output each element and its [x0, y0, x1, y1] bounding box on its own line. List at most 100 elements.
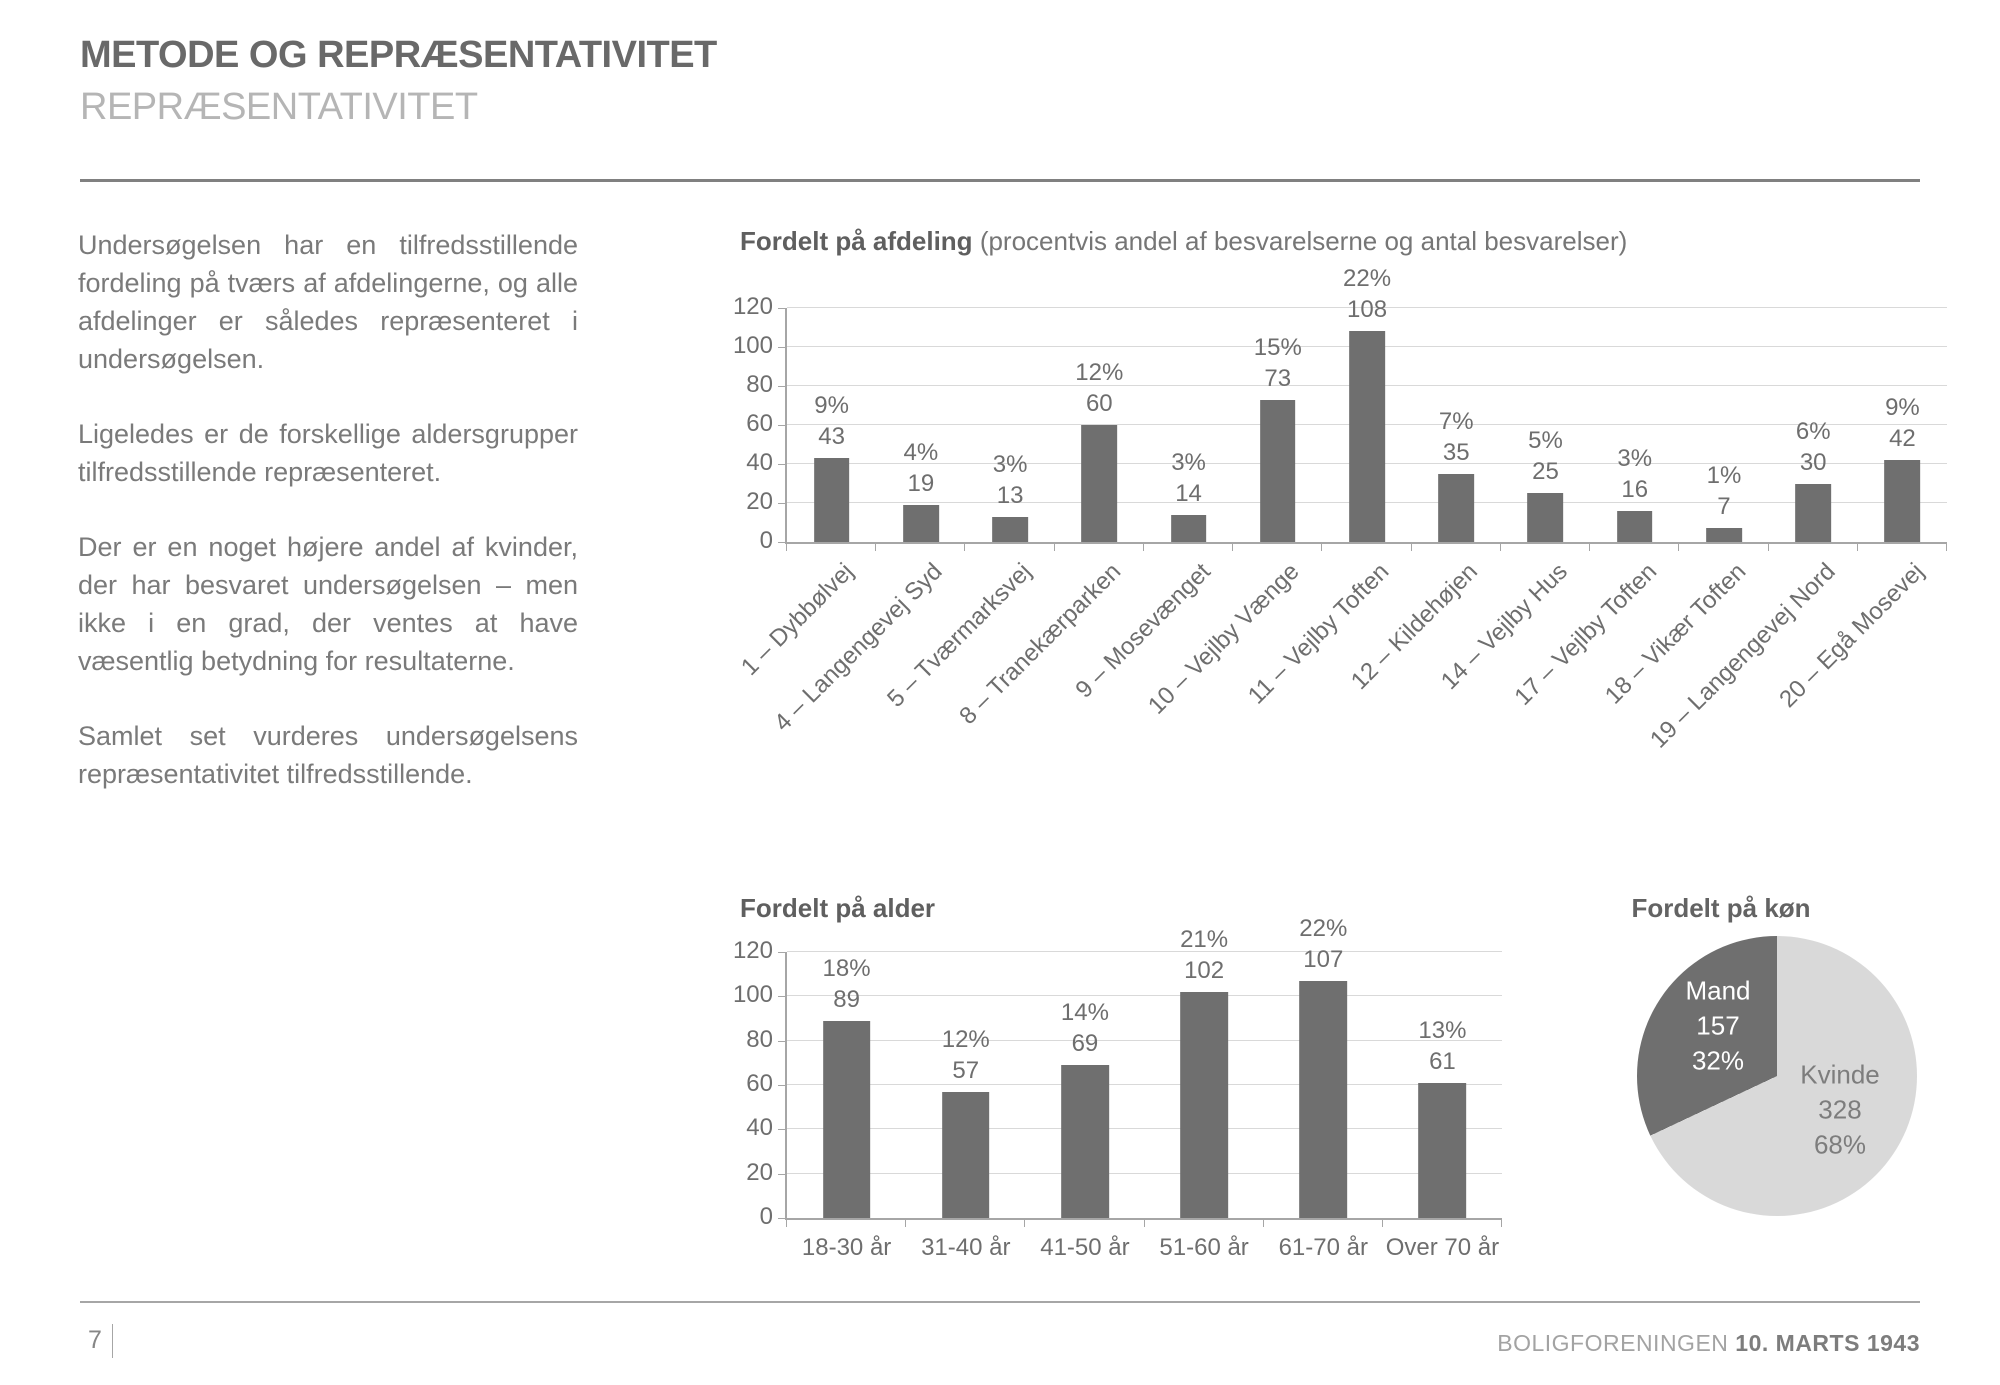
y-axis-tick: [778, 1040, 786, 1042]
bar-column: 14% 69: [1025, 952, 1144, 1218]
body-text: Undersøgelsen har en tilfredsstillende f…: [78, 226, 578, 830]
bar-column: 18% 89: [787, 952, 906, 1218]
chart-gender-title: Fordelt på køn: [1631, 893, 1811, 923]
bar-count-label: 89: [833, 985, 860, 1013]
x-axis-tick: [875, 543, 877, 551]
bar: [941, 1091, 990, 1218]
bar-percent-label: 18%: [822, 954, 871, 982]
bar-percent-label: 12%: [941, 1025, 990, 1053]
bar: [1349, 331, 1385, 542]
x-axis-label: Over 70 år: [1385, 1234, 1500, 1261]
y-axis-tick-label: 0: [759, 1203, 773, 1230]
footer-divider: [80, 1301, 1920, 1303]
bar-column: 9% 42: [1858, 308, 1947, 542]
y-axis-tick: [778, 347, 786, 348]
bar-count-label: 35: [1442, 438, 1470, 466]
bar-value-label: 13% 61: [1418, 1015, 1466, 1077]
bar-percent-label: 9%: [1885, 394, 1920, 422]
bar-count-label: 30: [1799, 448, 1827, 476]
bar-column: 7% 35: [1412, 308, 1501, 542]
y-axis-tick: [778, 503, 786, 505]
gridline: [787, 1172, 1502, 1174]
pie-mand-percent: 32%: [1691, 1045, 1745, 1076]
pie-label-mand: Mand 157 32%: [1685, 974, 1750, 1079]
bar-value-label: 15% 73: [1254, 332, 1302, 394]
y-axis-tick: [778, 464, 786, 466]
pie-mand-count: 157: [1696, 1010, 1740, 1041]
bar-column: 9% 43: [787, 308, 876, 542]
bar-columns: 18% 89 12% 57 14% 69 21% 102 22% 107 13% 61: [787, 915, 1502, 1218]
bar-value-label: 22% 107: [1299, 913, 1347, 975]
page-number: 7: [88, 1326, 102, 1354]
bar: [813, 458, 850, 542]
bar-count-label: 108: [1346, 296, 1388, 324]
y-axis-tick: [778, 425, 786, 426]
bar: [992, 516, 1028, 542]
x-axis-tick: [1767, 543, 1769, 551]
bar-percent-label: 22%: [1299, 914, 1348, 942]
page-title: METODE OG REPRÆSENTATIVITET: [80, 34, 717, 76]
y-axis-tick: [778, 1218, 786, 1219]
gridline: [787, 995, 1502, 997]
bar-count-label: 107: [1303, 945, 1344, 973]
x-axis-label: 51-60 år: [1159, 1234, 1249, 1261]
x-axis-tick: [1410, 543, 1412, 551]
bar-count-label: 69: [1071, 1030, 1099, 1058]
bar-percent-label: 22%: [1342, 265, 1392, 293]
bar: [1180, 991, 1228, 1218]
bar-value-label: 14% 69: [1061, 997, 1109, 1059]
bar-count-label: 57: [952, 1056, 980, 1084]
bar-column: 22% 107: [1264, 915, 1383, 1218]
bar-column: 4% 19: [876, 308, 965, 542]
x-axis-tick: [1381, 1219, 1383, 1227]
pie-label-kvinde: Kvinde 328 68%: [1800, 1058, 1880, 1163]
bar-value-label: 21% 102: [1180, 924, 1228, 986]
bar-columns: 9% 43 4% 19 3% 13 12% 60 3% 14 15% 73 22% 108 7% 35 5% 25…: [787, 265, 1947, 542]
y-axis-tick-label: 40: [746, 449, 773, 477]
x-axis-labels: 1 – Dybbølvej 4 – Langengevej Syd 5 – Tvær…: [736, 552, 1947, 754]
x-axis-tick: [1262, 1219, 1264, 1227]
y-axis-tick: [778, 308, 786, 309]
gridline: [787, 1128, 1502, 1130]
y-axis-tick-label: 60: [746, 410, 773, 437]
chart-age-bar: Fordelt på alder 0 20 40 60 80 100 120 18% 89 12%…: [733, 893, 1510, 1293]
bar-column: 6% 30: [1769, 308, 1858, 542]
bar: [1170, 514, 1207, 542]
bar: [1418, 1082, 1467, 1218]
bar: [1884, 460, 1921, 542]
x-axis-tick: [1856, 543, 1858, 551]
y-axis-tick-label: 80: [746, 1025, 773, 1053]
bar-percent-label: 3%: [992, 450, 1028, 478]
body-paragraph: Undersøgelsen har en tilfredsstillende f…: [78, 230, 578, 374]
y-axis-tick-label: 20: [746, 488, 773, 516]
y-axis-tick: [778, 542, 786, 543]
y-axis-tick: [778, 996, 786, 998]
bar-count-label: 60: [1085, 390, 1113, 417]
bar-value-label: 12% 57: [942, 1024, 990, 1086]
gridline: [787, 1084, 1502, 1085]
gridline: [787, 1039, 1502, 1041]
bar: [1299, 980, 1348, 1218]
bar-count-label: 61: [1429, 1047, 1456, 1075]
bar: [1527, 493, 1564, 542]
bar-value-label: 22% 108: [1343, 263, 1391, 325]
chart-department-plot: 0 20 40 60 80 100 120 9% 43 4% 19 3% 13 12% 60 3% 14 15% 7…: [733, 265, 1947, 754]
x-axis-tick: [905, 1219, 907, 1227]
y-axis-tick: [778, 1085, 786, 1086]
chart-department-title: Fordelt på afdeling (procentvis andel af…: [740, 226, 1950, 257]
bar-percent-label: 5%: [1528, 427, 1563, 455]
bar-percent-label: 3%: [1617, 444, 1653, 472]
y-axis-tick-label: 100: [732, 981, 773, 1009]
bar: [903, 504, 939, 542]
gridline: [787, 307, 1947, 308]
x-axis-tick: [1142, 543, 1144, 551]
y-axis-tick: [778, 386, 786, 388]
bar: [822, 1020, 871, 1218]
bar-value-label: 9% 42: [1885, 392, 1920, 454]
pie-kvinde-name: Kvinde: [1800, 1059, 1880, 1090]
bar-count-label: 13: [996, 481, 1024, 509]
x-axis-tick: [1024, 1219, 1026, 1227]
bar-value-label: 3% 14: [1171, 447, 1206, 509]
bar-count-label: 7: [1717, 493, 1731, 521]
